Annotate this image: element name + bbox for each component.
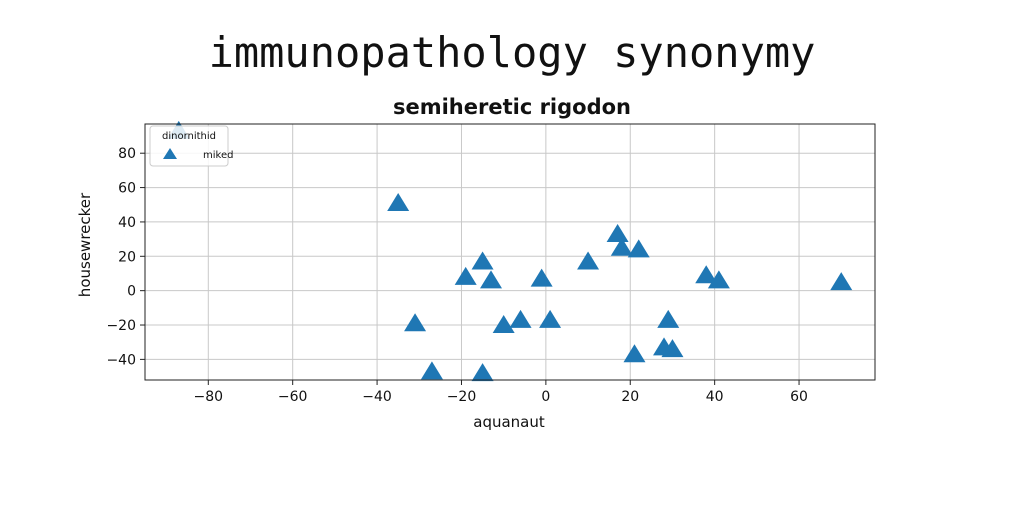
- data-point-triangle: [471, 363, 494, 382]
- x-tick-label: −60: [278, 389, 308, 405]
- y-tick-label: 60: [118, 181, 136, 197]
- data-point-triangle: [606, 223, 629, 242]
- x-tick-label: 40: [706, 389, 724, 405]
- y-tick-label: 0: [127, 284, 136, 300]
- data-points: [167, 120, 853, 382]
- data-point-triangle: [661, 339, 684, 358]
- data-point-triangle: [454, 266, 477, 285]
- data-point-triangle: [577, 251, 600, 270]
- legend-label-miked: miked: [203, 150, 233, 161]
- x-tick-label: 20: [621, 389, 639, 405]
- legend-marker-triangle: [163, 148, 177, 159]
- data-point-triangle: [695, 265, 718, 284]
- plot-frame: [144, 123, 876, 381]
- chart-title: semiheretic rigodon: [393, 95, 631, 119]
- y-tick-label: 40: [118, 215, 136, 231]
- y-tick-label: −40: [106, 352, 136, 368]
- data-point-triangle: [610, 237, 633, 256]
- data-point-triangle: [530, 268, 553, 287]
- axis-ticks: −80 −60 −40 −20 0 20 40 60 −40 −20 0 20 40 60 80: [106, 146, 808, 405]
- y-tick-label: 80: [118, 146, 136, 162]
- data-point-triangle: [420, 361, 443, 380]
- x-axis-label: aquanaut: [473, 413, 545, 431]
- x-tick-label: 60: [790, 389, 808, 405]
- x-tick-label: −40: [362, 389, 392, 405]
- data-point-triangle: [707, 270, 730, 289]
- data-point-triangle: [830, 272, 853, 291]
- data-point-triangle: [509, 309, 532, 328]
- grid-lines: [145, 124, 875, 380]
- data-point-triangle: [387, 193, 410, 212]
- y-axis-label: housewrecker: [76, 192, 94, 297]
- data-point-triangle: [623, 344, 646, 363]
- page-title: immunopathology synonymy: [208, 28, 816, 77]
- data-point-triangle: [471, 251, 494, 270]
- data-point-triangle: [539, 309, 562, 328]
- x-tick-label: −80: [194, 389, 224, 405]
- x-tick-label: 0: [541, 389, 550, 405]
- legend-title: dinornithid: [162, 131, 216, 142]
- data-point-triangle: [404, 313, 427, 332]
- legend: dinornithid miked: [149, 125, 233, 167]
- y-tick-label: −20: [106, 318, 136, 334]
- x-tick-label: −20: [447, 389, 477, 405]
- y-tick-label: 20: [118, 249, 136, 265]
- data-point-triangle: [480, 270, 503, 289]
- data-point-triangle: [492, 315, 515, 334]
- data-point-triangle: [627, 239, 650, 258]
- data-point-triangle: [657, 309, 680, 328]
